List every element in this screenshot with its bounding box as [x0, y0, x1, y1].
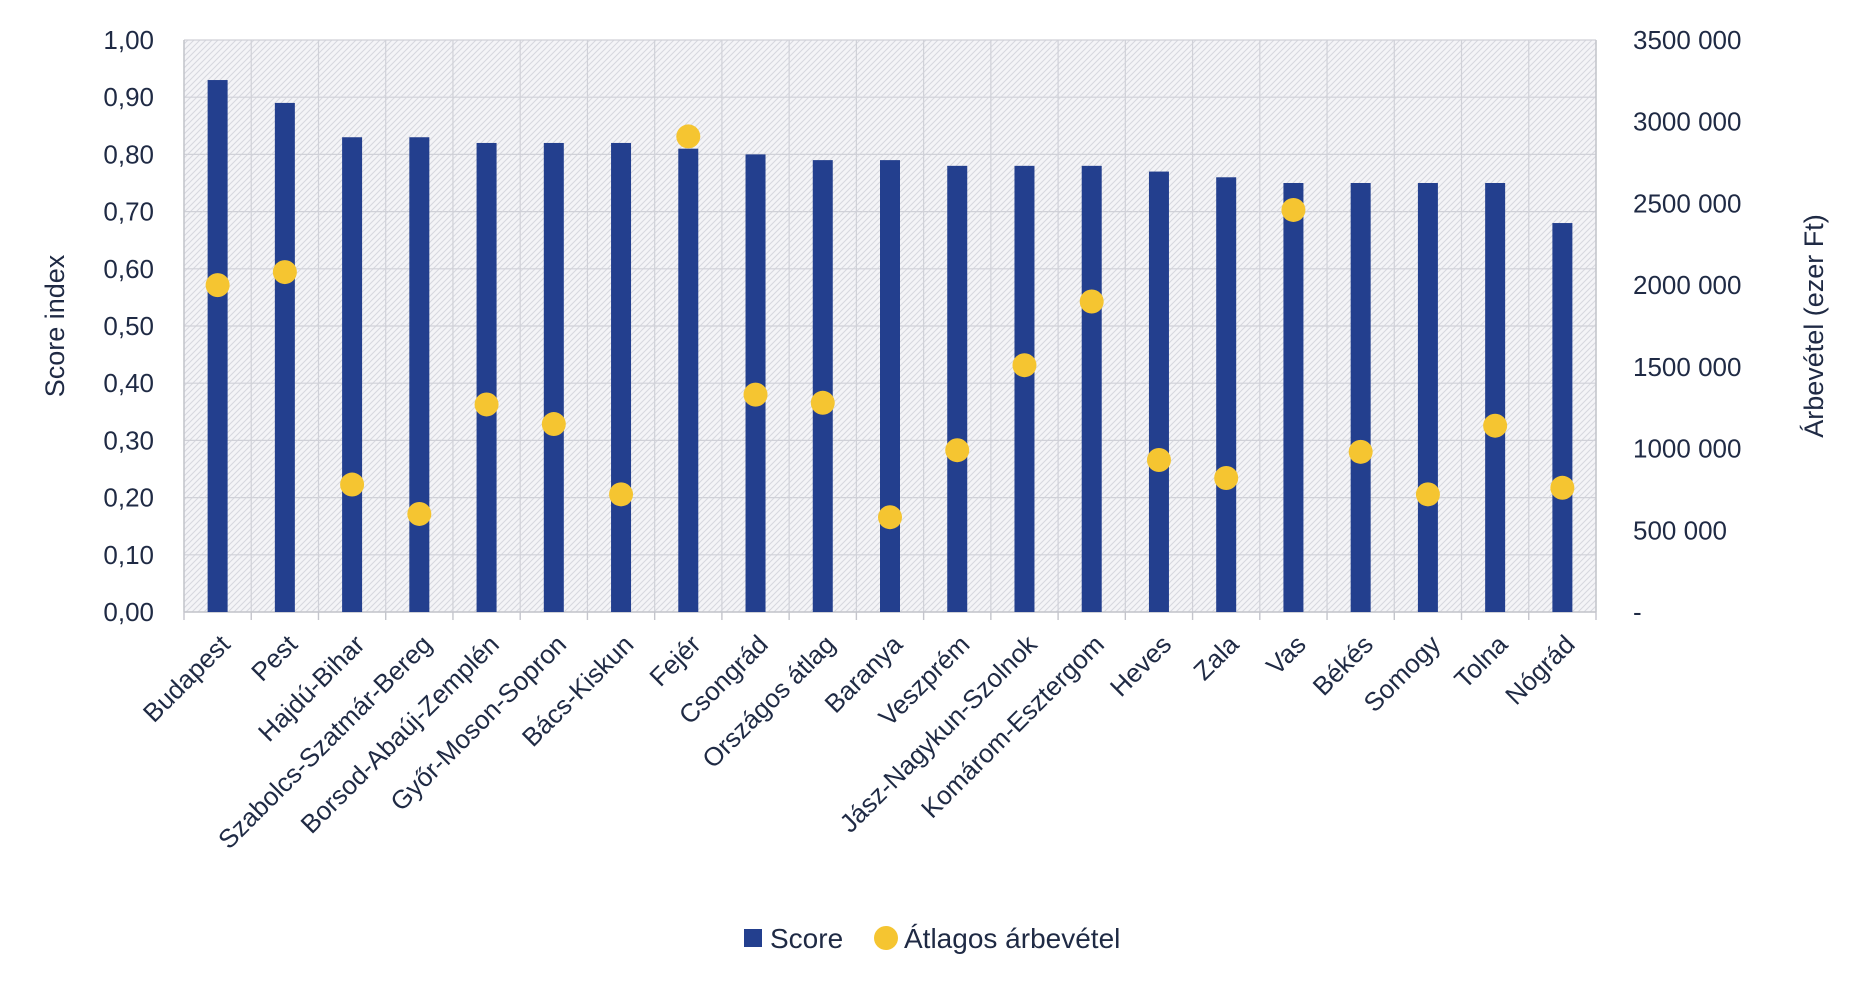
left-tick-label: 0,40: [103, 368, 154, 398]
dot-revenue: [1281, 197, 1306, 222]
dot-revenue: [272, 260, 297, 285]
category-label: Vas: [1260, 629, 1312, 681]
bar-score: [1417, 183, 1438, 612]
dot-revenue: [340, 472, 365, 497]
left-tick-label: 0,30: [103, 425, 154, 455]
bar-score: [342, 137, 363, 613]
left-tick-label: 0,10: [103, 540, 154, 570]
bar-score: [1350, 183, 1371, 612]
left-tick-label: 0,90: [103, 82, 154, 112]
legend-swatch-revenue: [874, 926, 898, 950]
legend-swatch-score: [744, 929, 762, 947]
dot-revenue: [1146, 448, 1171, 473]
bar-score: [543, 142, 564, 612]
left-tick-label: 1,00: [103, 25, 154, 55]
right-tick-label: -: [1633, 597, 1642, 627]
bar-score: [274, 102, 295, 613]
legend-label-revenue: Átlagos árbevétel: [904, 923, 1120, 954]
category-label: Heves: [1104, 629, 1177, 702]
bar-score: [1283, 183, 1304, 612]
legend-label-score: Score: [770, 923, 843, 954]
bar-score: [1081, 165, 1102, 612]
left-tick-label: 0,70: [103, 197, 154, 227]
left-axis-title: Score index: [40, 254, 70, 397]
dot-revenue: [205, 273, 230, 298]
right-tick-label: 3500 000: [1633, 25, 1741, 55]
bar-score: [207, 80, 228, 613]
bar-score: [812, 160, 833, 612]
category-label: Pest: [245, 628, 304, 687]
dot-revenue: [743, 382, 768, 407]
category-label: Budapest: [137, 628, 236, 727]
bar-score: [409, 137, 430, 613]
right-tick-label: 3000 000: [1633, 107, 1741, 137]
dot-revenue: [1012, 353, 1037, 378]
right-tick-label: 2500 000: [1633, 188, 1741, 218]
dot-revenue: [609, 482, 634, 507]
bar-score: [1552, 223, 1573, 613]
left-tick-label: 0,50: [103, 311, 154, 341]
dot-revenue: [474, 392, 499, 417]
right-tick-label: 1000 000: [1633, 434, 1741, 464]
bar-score: [1216, 177, 1237, 612]
bar-score: [947, 165, 968, 612]
bar-score: [1485, 183, 1506, 612]
bar-score: [476, 142, 497, 612]
dot-revenue: [1214, 465, 1239, 490]
dot-revenue: [676, 124, 701, 149]
dot-revenue: [1348, 439, 1373, 464]
dot-revenue: [878, 505, 902, 530]
left-tick-label: 0,00: [103, 597, 154, 627]
category-label: Zala: [1187, 629, 1244, 686]
left-tick-label: 0,60: [103, 254, 154, 284]
dot-revenue: [541, 412, 566, 437]
dot-revenue: [1483, 413, 1508, 438]
bar-score: [678, 148, 699, 612]
left-tick-label: 0,20: [103, 483, 154, 513]
bar-score: [1148, 171, 1169, 612]
category-label: Fejér: [643, 629, 706, 692]
right-axis-title: Árbevétel (ezer Ft): [1799, 214, 1829, 438]
dot-revenue: [1079, 289, 1104, 314]
dot-revenue: [945, 438, 970, 463]
bar-score: [880, 160, 900, 612]
right-tick-label: 500 000: [1633, 515, 1727, 545]
revenue-dots: [205, 124, 1575, 530]
dot-revenue: [1415, 482, 1440, 507]
right-tick-label: 2000 000: [1633, 270, 1741, 300]
category-label: Nógrád: [1499, 629, 1581, 711]
dot-revenue: [810, 390, 835, 415]
dot-revenue: [407, 501, 432, 526]
bar-score: [1014, 165, 1035, 612]
legend: Score Átlagos árbevétel: [744, 923, 1120, 954]
dot-revenue: [1550, 475, 1575, 500]
bar-score: [611, 142, 632, 612]
left-tick-label: 0,80: [103, 139, 154, 169]
right-tick-label: 1500 000: [1633, 352, 1741, 382]
